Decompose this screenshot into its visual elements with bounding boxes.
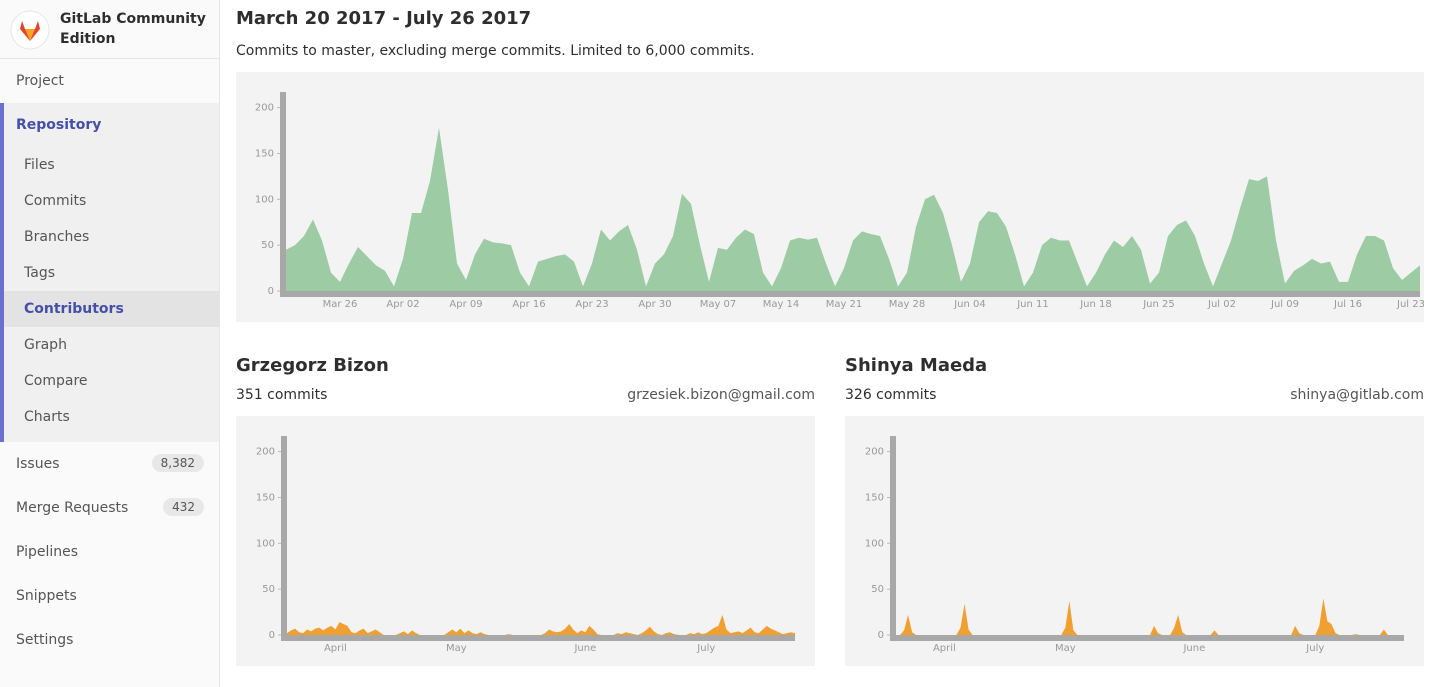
nav-item[interactable]: Merge Requests 432 [0, 486, 219, 530]
commit-count: 326 commits [845, 387, 937, 403]
project-logo[interactable] [10, 10, 50, 50]
page-subtitle: Commits to master, excluding merge commi… [236, 43, 755, 59]
x-axis [890, 635, 1404, 641]
y-tick-label: 0 [269, 630, 275, 641]
contributor-email[interactable]: grzesiek.bizon@gmail.com [627, 387, 815, 403]
y-tick-label: 100 [865, 538, 884, 549]
y-tick-label: 100 [255, 194, 274, 205]
y-tick-label: 50 [261, 240, 274, 251]
nav-item[interactable]: Settings [16, 632, 74, 648]
y-tick-label: 0 [268, 286, 274, 297]
x-tick-label: Jun 18 [1079, 299, 1112, 310]
x-tick-label: Apr 23 [575, 299, 608, 310]
nav-item[interactable]: Repository [16, 117, 102, 133]
x-tick-label: Jun 25 [1142, 299, 1175, 310]
nav-item[interactable]: Issues 8,382 [0, 442, 219, 486]
x-axis [280, 291, 1420, 297]
x-tick-label: Jun 04 [953, 299, 986, 310]
y-tick-label: 100 [256, 538, 275, 549]
x-tick-label: Apr 30 [638, 299, 671, 310]
contributor-name: Shinya Maeda [845, 355, 988, 376]
y-axis [890, 436, 896, 641]
sidebar: GitLab Community Edition Project Reposit… [0, 0, 220, 687]
x-tick-label: Apr 09 [449, 299, 482, 310]
nav-subitem[interactable]: Compare [24, 373, 88, 389]
x-tick-label: June [573, 643, 596, 654]
x-tick-label: April [324, 643, 347, 654]
count-badge: 8,382 [151, 454, 204, 472]
commit-count: 351 commits [236, 387, 328, 403]
x-axis [281, 635, 795, 641]
y-tick-label: 50 [871, 584, 884, 595]
nav-subitem[interactable]: Tags [24, 265, 55, 281]
x-tick-label: Jul 23 [1396, 299, 1424, 310]
y-tick-label: 150 [255, 148, 274, 159]
x-tick-label: July [696, 643, 715, 654]
y-tick-label: 150 [256, 492, 275, 503]
x-tick-label: June [1182, 643, 1205, 654]
x-tick-label: May 21 [826, 299, 863, 310]
y-tick-label: 50 [262, 584, 275, 595]
nav-label: Merge Requests [16, 500, 129, 516]
nav-item[interactable]: Project [16, 73, 64, 89]
x-tick-label: May 28 [889, 299, 926, 310]
nav-subitem[interactable]: Files [24, 157, 55, 173]
y-tick-label: 150 [865, 492, 884, 503]
x-tick-label: May [1055, 643, 1076, 654]
chart-background [845, 416, 1424, 666]
x-tick-label: July [1305, 643, 1324, 654]
x-tick-label: Apr 16 [512, 299, 545, 310]
nav-item[interactable]: Pipelines [16, 544, 79, 560]
count-badge: 432 [163, 498, 204, 516]
y-axis [281, 436, 287, 641]
nav-subitem[interactable]: Branches [24, 229, 90, 245]
x-tick-label: April [933, 643, 956, 654]
chart: 0 50 100 150 200 Mar 26 Apr 02 Apr 09 Apr 16 Apr … [236, 72, 1424, 322]
x-tick-label: Mar 26 [323, 299, 358, 310]
x-tick-label: May 14 [763, 299, 800, 310]
sidebar-header: GitLab Community Edition [0, 0, 219, 59]
nav-subitem[interactable]: Graph [24, 337, 67, 353]
x-tick-label: Jul 16 [1333, 299, 1362, 310]
chart: 0 50 100 150 200 April May June July [236, 416, 815, 666]
contributor-email[interactable]: shinya@gitlab.com [1290, 387, 1424, 403]
nav-item[interactable]: Snippets [16, 588, 77, 604]
area [287, 614, 795, 635]
x-tick-label: Jul 02 [1207, 299, 1236, 310]
nav-subitem[interactable]: Commits [24, 193, 87, 209]
y-tick-label: 200 [255, 103, 274, 114]
chart: 0 50 100 150 200 April May June July [845, 416, 1424, 666]
nav-subitem[interactable]: Charts [24, 409, 70, 425]
chart-background [236, 416, 815, 666]
nav-label: Issues [16, 456, 60, 472]
project-name[interactable]: GitLab Community Edition [60, 11, 206, 47]
page-title: March 20 2017 - July 26 2017 [236, 8, 532, 29]
x-tick-label: May [446, 643, 467, 654]
nav-subitem[interactable]: Contributors [4, 291, 219, 327]
nav-section: Repository Files Commits Branches Tags C… [0, 103, 219, 442]
x-tick-label: Apr 02 [386, 299, 419, 310]
y-tick-label: 0 [878, 630, 884, 641]
area [286, 127, 1420, 291]
x-tick-label: Jun 11 [1016, 299, 1049, 310]
x-tick-label: May 07 [700, 299, 737, 310]
y-axis [280, 92, 286, 297]
y-tick-label: 200 [865, 447, 884, 458]
contributor-name: Grzegorz Bizon [236, 355, 389, 376]
y-tick-label: 200 [256, 447, 275, 458]
x-tick-label: Jul 09 [1270, 299, 1299, 310]
